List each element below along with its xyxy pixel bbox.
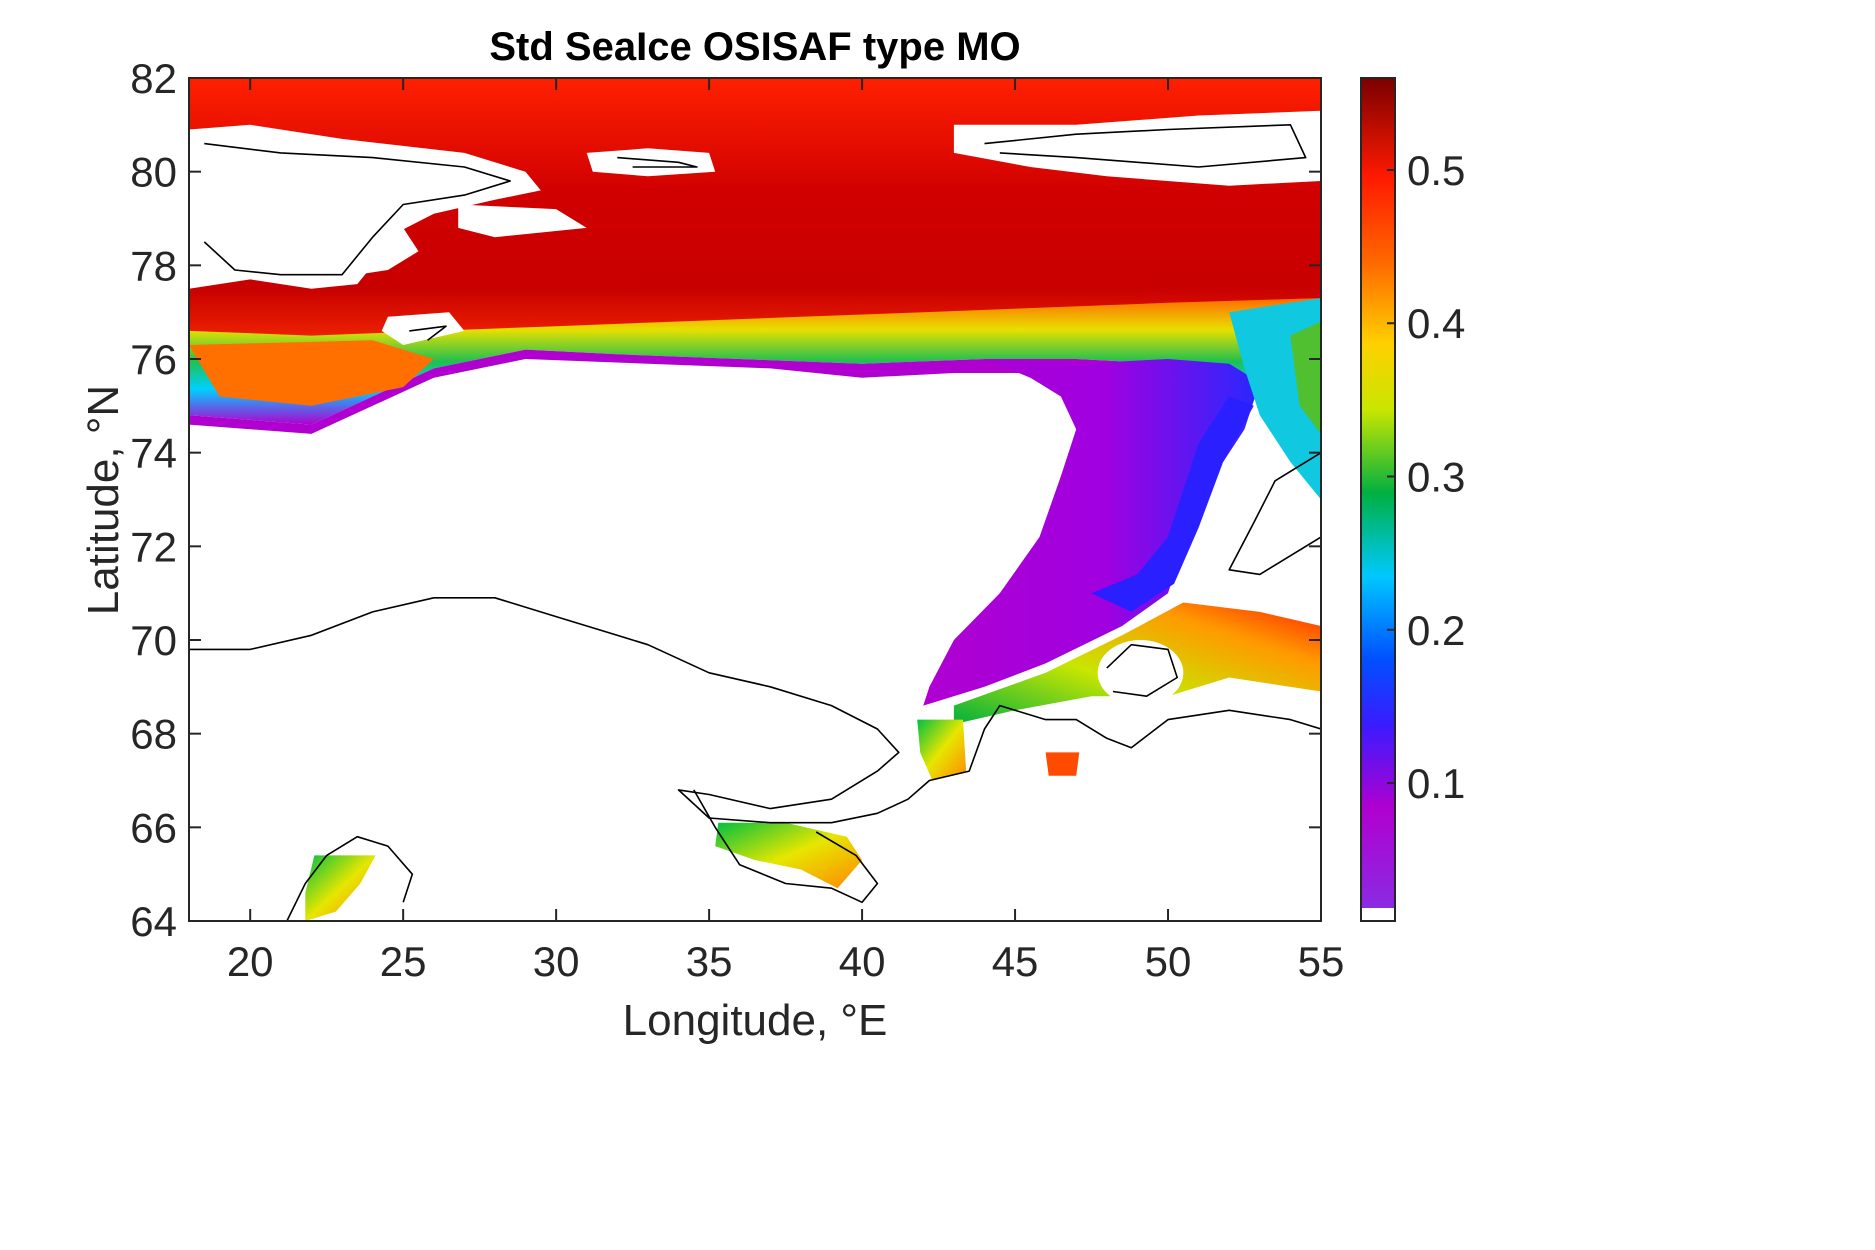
coast-svalbard xyxy=(203,142,511,276)
y-tick-label: 72 xyxy=(130,523,177,570)
x-tick-label: 30 xyxy=(533,938,580,985)
region-southeast-tongue xyxy=(917,359,1260,725)
x-tick-label: 20 xyxy=(227,938,274,985)
colorbar-tick-label: 0.5 xyxy=(1407,147,1465,194)
region-ice-edge-fringe xyxy=(189,349,1230,434)
colorbar-gradient xyxy=(1361,78,1395,908)
chart-title: Std SeaIce OSISAF type MO xyxy=(489,25,1020,69)
colorbar-frame xyxy=(1360,77,1396,922)
franz-josef-land-mask xyxy=(953,110,1321,186)
y-tick-label: 80 xyxy=(130,149,177,196)
coast-bothnia xyxy=(286,835,414,921)
ice-data-layer xyxy=(189,78,1321,921)
coast-hopen xyxy=(409,325,447,341)
y-tick-label: 66 xyxy=(130,804,177,851)
y-tick-label: 78 xyxy=(130,242,177,289)
x-tick-label: 55 xyxy=(1298,938,1345,985)
axes-frame xyxy=(188,77,1322,922)
region-tongue-core xyxy=(1091,396,1254,612)
edgeoya-land-mask xyxy=(296,218,419,285)
colorbar: 0.1 0.2 0.3 0.4 0.5 xyxy=(1360,77,1465,922)
region-kola-bay xyxy=(917,719,967,781)
colorbar-tick-label: 0.3 xyxy=(1407,454,1465,501)
coastline-layer xyxy=(189,124,1321,921)
y-tick-label: 76 xyxy=(130,336,177,383)
region-white-sea xyxy=(715,822,863,889)
y-tick-label: 82 xyxy=(130,55,177,102)
y-tick-label: 70 xyxy=(130,617,177,664)
y-tick-label: 68 xyxy=(130,711,177,758)
y-axis-label: Latitude, °N xyxy=(79,385,128,615)
region-gulf-of-bothnia xyxy=(305,855,376,921)
coast-kolguev xyxy=(1106,643,1178,697)
kvitoya-land-mask xyxy=(586,148,716,177)
x-axis-label: Longitude, °E xyxy=(623,996,888,1045)
x-tick-label: 40 xyxy=(839,938,886,985)
colorbar-tick-label: 0.2 xyxy=(1407,607,1465,654)
x-tick-label: 35 xyxy=(686,938,733,985)
x-tick-label: 25 xyxy=(380,938,427,985)
colorbar-white-cap xyxy=(1361,908,1395,921)
region-ice-edge-band xyxy=(189,298,1321,425)
x-tick-label: 45 xyxy=(992,938,1039,985)
coast-kvitoya xyxy=(617,156,698,168)
y-axis: 64 66 68 70 72 74 76 78 80 82 xyxy=(130,55,1321,945)
coast-white-sea xyxy=(693,789,879,904)
colorbar-tick-label: 0.4 xyxy=(1407,300,1465,347)
region-pechora-bay xyxy=(1045,752,1080,776)
y-tick-label: 64 xyxy=(130,898,177,945)
coast-novaya-zemlya xyxy=(1228,452,1321,576)
x-tick-label: 50 xyxy=(1145,938,1192,985)
coast-fennoscandia xyxy=(189,597,1321,824)
x-axis: 20 25 30 35 40 45 50 55 xyxy=(227,78,1345,985)
coast-franz-josef xyxy=(984,124,1307,168)
kong-karls-land-mask xyxy=(458,204,587,238)
y-tick-label: 74 xyxy=(130,430,177,477)
region-svalbard-south-patch xyxy=(189,340,434,406)
colorbar-tick-label: 0.1 xyxy=(1407,760,1465,807)
region-novaya-zemlya-green xyxy=(1290,321,1321,434)
